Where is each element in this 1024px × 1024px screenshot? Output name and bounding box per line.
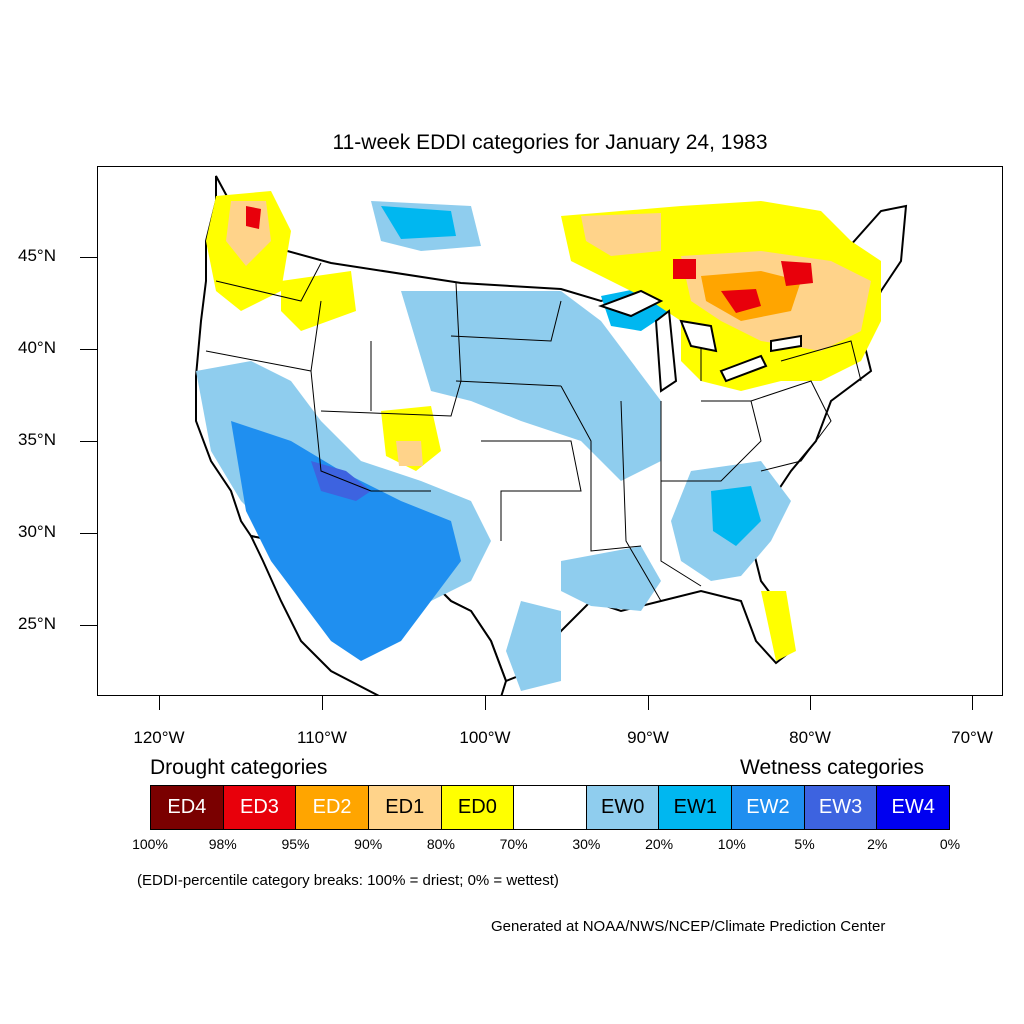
- legend-break-label: 95%: [281, 836, 310, 852]
- legend-break-label: 0%: [939, 836, 961, 852]
- credit-line: Generated at NOAA/NWS/NCEP/Climate Predi…: [491, 918, 886, 935]
- lon-label-90w: 90°W: [627, 728, 669, 747]
- lat-label-45: 45°N: [18, 246, 56, 265]
- state-boundaries: [205, 262, 862, 602]
- legend-swatch-ed1: ED1: [368, 786, 442, 829]
- wetness-patches: [196, 201, 791, 691]
- map-canvas: [195, 175, 908, 695]
- legend-break-label: 70%: [499, 836, 528, 852]
- lat-label-40: 40°N: [18, 338, 56, 357]
- lat-label-30: 30°N: [18, 522, 56, 541]
- lon-label-110w: 110°W: [297, 728, 347, 747]
- lon-tick: [159, 696, 160, 710]
- drought-patches: [206, 191, 881, 661]
- legend-swatch-ew4: EW4: [877, 786, 950, 829]
- eddi-map: [97, 166, 1003, 696]
- legend-swatch-neutral: [514, 786, 587, 829]
- category-legend-bar: ED4 ED3 ED2 ED1 ED0 EW0 EW1 EW2 EW3 EW4: [150, 785, 950, 830]
- lat-label-25: 25°N: [18, 614, 56, 633]
- lon-tick: [322, 696, 323, 710]
- legend-swatch-ew3: EW3: [804, 786, 878, 829]
- lat-tick: [80, 533, 97, 534]
- legend-break-label: 5%: [794, 836, 815, 852]
- legend-swatch-ed3: ED3: [223, 786, 297, 829]
- lat-tick: [80, 625, 97, 626]
- lat-tick: [80, 257, 97, 258]
- legend-break-label: 10%: [717, 836, 746, 852]
- lon-label-120w: 120°W: [133, 728, 185, 747]
- lat-tick: [80, 349, 97, 350]
- lon-tick: [485, 696, 486, 710]
- legend-break-label: 98%: [208, 836, 237, 852]
- lon-label-100w: 100°W: [459, 728, 511, 747]
- lat-tick: [80, 441, 97, 442]
- legend-break-label: 30%: [572, 836, 601, 852]
- legend-swatch-ed0: ED0: [441, 786, 515, 829]
- lon-tick: [648, 696, 649, 710]
- legend-break-label: 100%: [132, 836, 168, 852]
- legend-swatch-ew1: EW1: [659, 786, 733, 829]
- lat-label-35: 35°N: [18, 430, 56, 449]
- legend-break-label: 80%: [426, 836, 455, 852]
- great-lakes: [598, 289, 802, 393]
- lon-tick: [972, 696, 973, 710]
- drought-categories-heading: Drought categories: [150, 756, 328, 779]
- lon-label-80w: 80°W: [789, 728, 831, 747]
- legend-swatch-ew2: EW2: [732, 786, 805, 829]
- legend-swatch-ed4: ED4: [151, 786, 224, 829]
- legend-swatch-ed2: ED2: [296, 786, 369, 829]
- map-title: 11-week EDDI categories for January 24, …: [332, 131, 768, 154]
- lon-tick: [810, 696, 811, 710]
- wetness-categories-heading: Wetness categories: [740, 756, 925, 779]
- legend-swatch-ew0: EW0: [586, 786, 660, 829]
- category-breaks-note: (EDDI-percentile category breaks: 100% =…: [137, 872, 559, 889]
- legend-break-label: 20%: [645, 836, 674, 852]
- legend-break-label: 2%: [867, 836, 888, 852]
- lon-label-70w: 70°W: [951, 728, 993, 747]
- legend-break-label: 90%: [354, 836, 383, 852]
